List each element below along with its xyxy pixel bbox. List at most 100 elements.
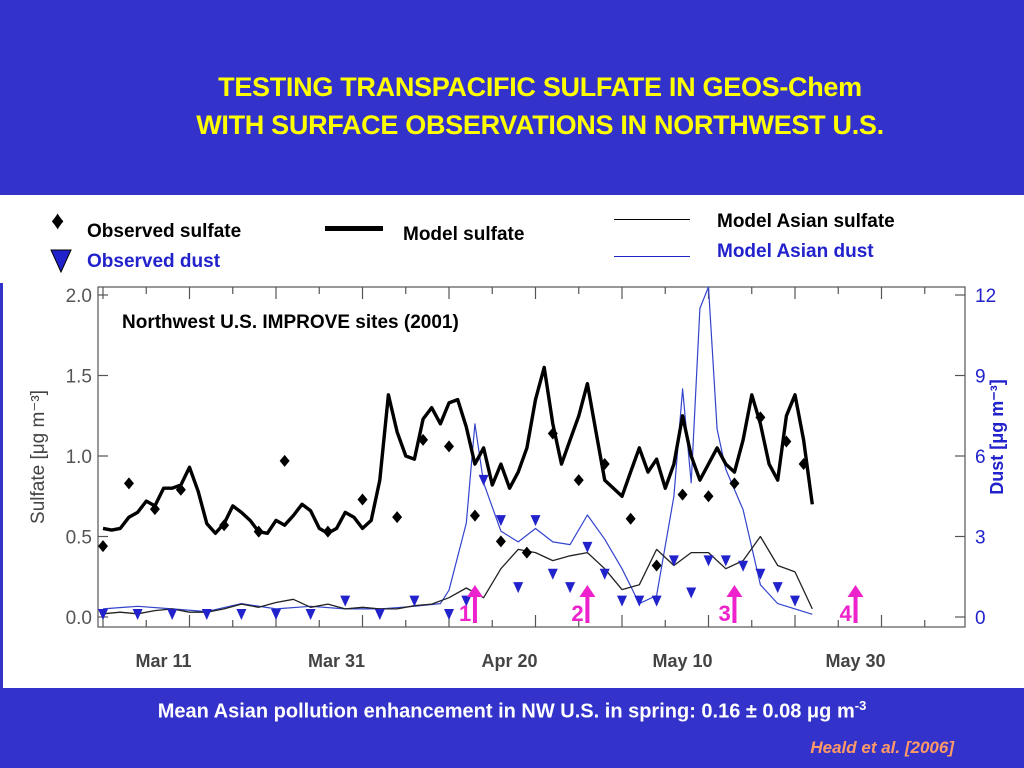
observed-sulfate-point <box>322 525 333 538</box>
model-asian-dust-legend-line <box>614 256 690 257</box>
summary-exponent: -3 <box>854 698 867 713</box>
observed-sulfate-point <box>521 546 532 559</box>
observed-dust-point <box>547 568 558 580</box>
x-tick-label: May 30 <box>826 651 886 671</box>
model-sulfate-legend-line <box>325 226 383 231</box>
observed-dust-point <box>720 555 731 567</box>
observed-sulfate-point <box>392 511 403 524</box>
observed-dust-point <box>409 595 420 607</box>
observed-sulfate-point <box>573 474 584 487</box>
event-arrow-head <box>726 585 743 597</box>
observed-sulfate-point <box>123 477 134 490</box>
y-tick-label: 2.0 <box>66 286 92 307</box>
x-tick-label: May 10 <box>653 651 713 671</box>
event-arrow-head <box>847 585 864 597</box>
summary-text: Mean Asian pollution enhancement in NW U… <box>157 700 807 723</box>
observed-sulfate-point <box>98 540 108 553</box>
observed-dust-point <box>790 595 800 607</box>
observed-dust-point <box>565 582 576 594</box>
y2-tick-label: 3 <box>975 528 986 549</box>
y-tick-label: 0.0 <box>66 608 92 629</box>
y2-tick-label: 12 <box>975 286 996 307</box>
observed-dust-point <box>167 609 178 620</box>
title-line-1: TESTING TRANSPACIFIC SULFATE IN GEOS-Che… <box>218 72 862 102</box>
observed-dust-point <box>530 515 541 527</box>
observed-dust-point <box>98 609 108 620</box>
model-asian-dust-line <box>102 286 813 615</box>
observed-dust-point <box>686 587 697 599</box>
summary-unit: g m <box>819 700 855 723</box>
observed-dust-point <box>201 609 212 620</box>
y-tick-label: 1.0 <box>66 447 92 468</box>
observed-dust-point <box>634 595 645 607</box>
observed-dust-point <box>132 609 143 620</box>
chart-annotation: Northwest U.S. IMPROVE sites (2001) <box>122 312 459 333</box>
event-arrow-label: 3 <box>718 601 730 626</box>
legend-observed-sulfate: Observed sulfate <box>87 221 242 242</box>
legend-model-sulfate: Model sulfate <box>403 224 525 245</box>
figure-panel: ♦ Observed sulfate Observed dust Model s… <box>0 195 1024 688</box>
slide-title: TESTING TRANSPACIFIC SULFATE IN GEOS-Che… <box>60 68 1020 144</box>
observed-dust-point <box>495 515 506 527</box>
observed-dust-point <box>513 582 524 594</box>
observed-dust-point <box>444 609 454 620</box>
observed-dust-point <box>478 474 489 486</box>
citation-credit: Heald et al. [2006] <box>810 738 954 757</box>
y2-axis-label: Dust [μg m⁻³] <box>987 379 1007 495</box>
observed-dust-point <box>703 555 714 567</box>
y2-tick-label: 9 <box>975 367 986 388</box>
observed-dust-point <box>461 595 472 607</box>
observed-sulfate-point <box>651 559 662 572</box>
summary-mu-symbol: μ <box>806 700 820 723</box>
y2-tick-label: 0 <box>975 608 986 629</box>
event-arrow-head <box>579 585 596 597</box>
observed-dust-point <box>772 582 783 594</box>
y2-tick-label: 6 <box>975 447 986 468</box>
observed-dust-point <box>374 609 385 620</box>
observed-sulfate-point <box>279 454 290 467</box>
observed-sulfate-point <box>625 512 636 525</box>
model-asian-sulfate-line <box>102 535 813 615</box>
observed-sulfate-point <box>444 440 454 453</box>
observed-dust-point <box>582 541 593 553</box>
observed-sulfate-point <box>677 488 688 501</box>
observed-sulfate-point <box>755 411 766 424</box>
observed-sulfate-point <box>547 427 558 440</box>
observed-dust-point <box>738 560 749 572</box>
event-arrow-head <box>466 585 483 597</box>
x-tick-label: Mar 31 <box>308 651 365 671</box>
observed-sulfate-point <box>729 477 740 490</box>
observed-dust-point <box>271 609 281 620</box>
model-sulfate-line <box>102 365 814 535</box>
observed-sulfate-point <box>418 433 429 446</box>
y-axis-label: Sulfate [μg m⁻³] <box>28 390 49 524</box>
legend-observed-dust: Observed dust <box>87 251 221 272</box>
observed-sulfate-point <box>798 458 809 471</box>
event-arrow-label: 1 <box>459 601 471 626</box>
event-arrow-label: 4 <box>840 601 853 626</box>
y-tick-label: 1.5 <box>66 367 92 388</box>
event-arrow-label: 2 <box>571 601 583 626</box>
observed-sulfate-point <box>357 493 368 506</box>
x-tick-label: Mar 11 <box>136 651 192 671</box>
observed-sulfate-point <box>219 519 230 532</box>
observed-sulfate-point <box>253 525 264 538</box>
observed-dust-point <box>599 568 610 580</box>
legend-model-asian-dust: Model Asian dust <box>717 241 874 262</box>
observed-sulfate-diamond-symbol: ♦ <box>51 205 65 235</box>
observed-sulfate-point <box>781 435 792 448</box>
observed-dust-point <box>755 568 766 580</box>
observed-sulfate-point <box>149 503 160 516</box>
y-tick-label: 0.5 <box>66 528 92 549</box>
observed-dust-point <box>236 609 247 620</box>
summary-footer: Mean Asian pollution enhancement in NW U… <box>0 698 1024 724</box>
legend-model-asian-sulfate: Model Asian sulfate <box>717 211 895 232</box>
title-line-2: WITH SURFACE OBSERVATIONS IN NORTHWEST U… <box>196 110 884 140</box>
observed-sulfate-point <box>703 490 714 503</box>
x-tick-label: Apr 20 <box>482 651 538 671</box>
observed-dust-point <box>651 595 662 607</box>
observed-sulfate-point <box>175 483 186 496</box>
observed-dust-point <box>305 609 316 620</box>
observed-dust-point <box>668 555 679 567</box>
